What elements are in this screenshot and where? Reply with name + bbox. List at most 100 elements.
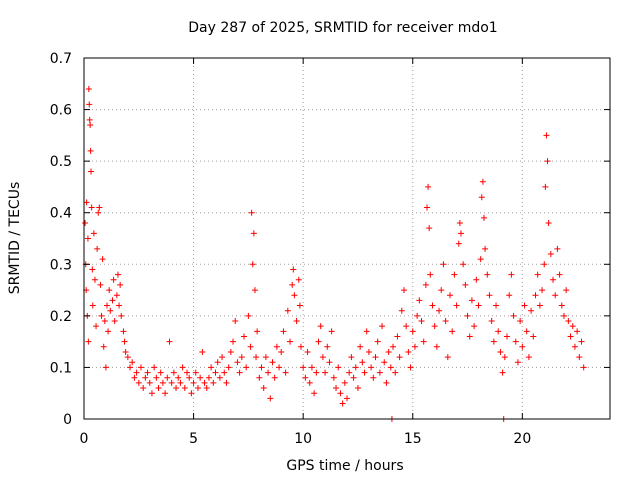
data-point [503,333,510,340]
data-point [578,338,585,345]
data-point [440,261,447,268]
data-point [109,297,116,304]
x-tick-label: 0 [80,431,89,447]
data-point [319,354,326,361]
data-point [300,364,307,371]
data-point [111,318,118,325]
data-point [317,323,324,330]
data-point [482,245,489,252]
data-point [370,374,377,381]
data-point [337,390,344,397]
data-point [556,271,563,278]
data-point [365,348,372,355]
data-point [552,292,559,299]
data-point [93,323,100,330]
data-point [194,385,201,392]
data-point [425,183,432,190]
data-point [339,400,346,407]
data-point [344,395,350,402]
data-point [488,318,495,325]
data-point [214,359,221,366]
data-point [273,343,280,350]
y-tick-label: 0.3 [50,257,72,273]
data-point [212,369,219,376]
data-point [127,364,134,371]
data-point [422,281,429,288]
data-point [510,312,517,319]
data-point [416,297,423,304]
data-point [333,385,340,392]
x-tick-label: 5 [189,431,198,447]
data-point [324,343,331,350]
data-point [120,328,127,335]
data-point [576,354,583,361]
data-point [480,214,487,221]
data-point [514,359,521,366]
data-points [82,85,587,422]
data-point [403,323,410,330]
data-point [484,271,491,278]
data-point [101,318,108,325]
data-point [328,328,335,335]
data-point [530,333,537,340]
data-point [508,271,515,278]
data-point [477,256,484,263]
data-point [159,379,166,386]
data-point [541,261,548,268]
data-point [287,338,294,345]
x-tick-label: 15 [404,431,422,447]
data-point [140,385,147,392]
data-point [495,328,502,335]
data-point [248,209,255,216]
data-point [118,312,125,319]
data-point [201,379,208,386]
y-tick-label: 0.5 [50,154,72,170]
data-point [89,266,96,273]
data-point [85,85,92,92]
data-point [265,369,272,376]
data-point [129,359,136,366]
plot-border [83,57,611,420]
data-point [523,328,530,335]
data-point [157,369,164,376]
data-point [460,261,467,268]
data-point [322,369,329,376]
data-point [497,348,504,355]
data-point [486,292,493,299]
data-point [539,287,546,294]
data-point [278,348,285,355]
data-point [238,354,245,361]
data-point [144,369,151,376]
data-point [363,328,370,335]
data-point [311,390,318,397]
data-point [240,333,247,340]
data-point [170,369,177,376]
data-point [250,230,257,237]
data-point [427,271,434,278]
data-point [282,369,289,376]
data-point [243,364,250,371]
data-point [449,328,456,335]
data-point [110,276,117,283]
y-tick-label: 0.1 [50,360,72,376]
data-point [348,354,355,361]
y-axis-title: SRMTID / TECUs [7,182,23,295]
data-point [544,158,551,165]
data-point [137,364,144,371]
data-point [86,101,93,108]
data-point [87,122,94,129]
data-point [131,374,138,381]
data-point [290,266,297,273]
data-point [550,276,557,283]
data-point [221,369,228,376]
data-point [466,333,473,340]
data-point [124,354,131,361]
data-point [251,287,258,294]
data-point [234,359,241,366]
data-point [304,348,311,355]
data-point [114,271,121,278]
x-axis-title: GPS time / hours [286,458,403,474]
data-point [258,364,265,371]
data-point [82,220,89,227]
data-point [166,338,173,345]
